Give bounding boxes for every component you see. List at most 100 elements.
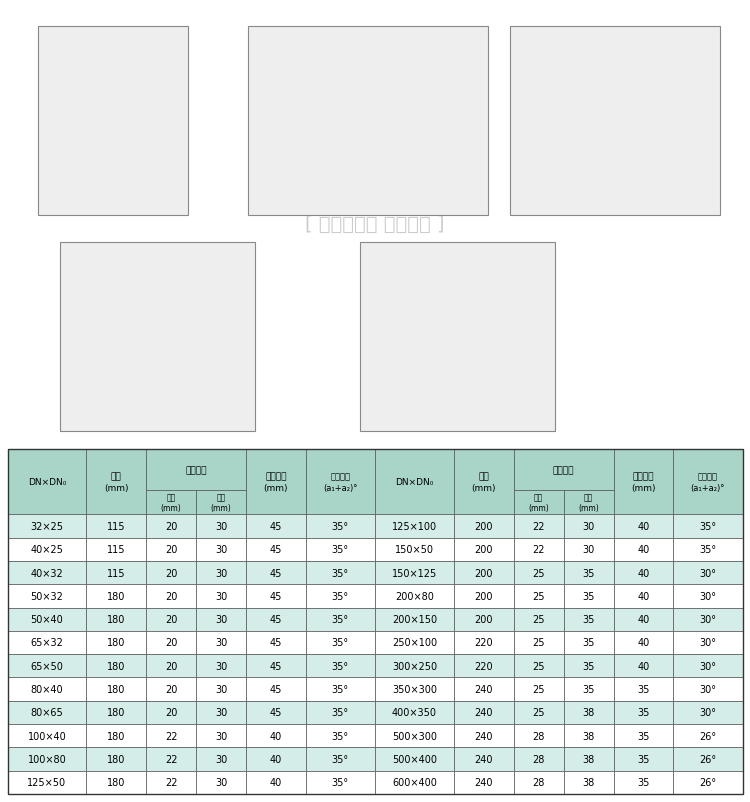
Text: 350×300: 350×300 — [392, 684, 437, 695]
Text: 20: 20 — [165, 638, 177, 648]
Bar — [8, 585, 86, 608]
Bar — [196, 561, 246, 585]
Text: 180: 180 — [107, 591, 125, 602]
Text: 38: 38 — [583, 777, 595, 788]
Bar — [248, 27, 488, 216]
Text: 30: 30 — [215, 521, 227, 531]
Text: 35°: 35° — [332, 684, 349, 695]
Text: 240: 240 — [475, 707, 493, 718]
Text: 50×32: 50×32 — [31, 591, 64, 602]
Bar — [86, 561, 146, 585]
Text: 38: 38 — [583, 707, 595, 718]
Bar — [375, 515, 454, 538]
Text: 轴向位移: 轴向位移 — [185, 465, 207, 474]
Text: 伸长
(mm): 伸长 (mm) — [160, 492, 182, 512]
Bar — [454, 538, 514, 561]
Text: 35°: 35° — [332, 545, 349, 554]
Text: 35°: 35° — [332, 521, 349, 531]
Text: 横向位移
(mm): 横向位移 (mm) — [632, 472, 656, 492]
Bar — [306, 701, 375, 724]
Bar — [674, 538, 742, 561]
Bar — [86, 678, 146, 701]
Text: 35: 35 — [638, 707, 650, 718]
Bar — [614, 747, 674, 771]
Text: 200×150: 200×150 — [392, 614, 437, 625]
Bar — [196, 631, 246, 654]
Bar — [306, 449, 375, 515]
Text: 150×50: 150×50 — [395, 545, 434, 554]
Text: 45: 45 — [270, 684, 282, 695]
Bar — [246, 724, 306, 747]
Bar — [375, 771, 454, 794]
Text: 长度
(mm): 长度 (mm) — [104, 472, 128, 492]
Text: 25: 25 — [532, 614, 544, 625]
Bar — [674, 724, 742, 747]
Bar — [8, 538, 86, 561]
Text: 500×300: 500×300 — [392, 731, 437, 741]
Bar — [196, 724, 246, 747]
Text: 180: 180 — [107, 614, 125, 625]
Bar — [614, 771, 674, 794]
Bar — [86, 515, 146, 538]
Bar — [306, 724, 375, 747]
Text: 40: 40 — [270, 731, 282, 741]
Bar — [614, 585, 674, 608]
Text: 35: 35 — [638, 731, 650, 741]
Text: 180: 180 — [107, 777, 125, 788]
Text: 35: 35 — [583, 614, 595, 625]
Bar — [306, 585, 375, 608]
Bar — [306, 771, 375, 794]
Bar — [146, 608, 196, 631]
Bar — [454, 449, 514, 515]
Text: 30: 30 — [215, 614, 227, 625]
Text: 轴向位移: 轴向位移 — [553, 465, 574, 474]
Text: 26°: 26° — [699, 731, 716, 741]
Text: 400×350: 400×350 — [392, 707, 437, 718]
Bar — [510, 27, 720, 216]
Bar — [246, 771, 306, 794]
Bar — [375, 678, 454, 701]
Bar — [563, 585, 614, 608]
Bar — [614, 515, 674, 538]
Bar — [196, 678, 246, 701]
Text: 长度
(mm): 长度 (mm) — [472, 472, 496, 492]
Text: 38: 38 — [583, 731, 595, 741]
Bar — [306, 678, 375, 701]
Bar — [454, 561, 514, 585]
Bar — [196, 585, 246, 608]
Bar — [514, 678, 563, 701]
Bar — [146, 631, 196, 654]
Bar — [196, 701, 246, 724]
Bar — [674, 608, 742, 631]
Text: 20: 20 — [165, 568, 177, 577]
Text: 200: 200 — [475, 545, 493, 554]
Text: 40×32: 40×32 — [31, 568, 63, 577]
Text: 40: 40 — [270, 777, 282, 788]
Text: 240: 240 — [475, 754, 493, 764]
Bar — [86, 608, 146, 631]
Text: 40: 40 — [638, 568, 650, 577]
Text: 20: 20 — [165, 684, 177, 695]
Bar — [146, 654, 196, 678]
Text: 压缩
(mm): 压缩 (mm) — [211, 492, 232, 512]
Bar — [196, 771, 246, 794]
Text: 180: 180 — [107, 731, 125, 741]
Text: 偏转角度
(a₁+a₂)°: 偏转角度 (a₁+a₂)° — [323, 472, 358, 492]
Bar — [86, 747, 146, 771]
Text: 125×100: 125×100 — [392, 521, 437, 531]
Bar — [454, 515, 514, 538]
Text: 38: 38 — [583, 754, 595, 764]
Bar — [514, 491, 563, 515]
Text: 45: 45 — [270, 638, 282, 648]
Text: 45: 45 — [270, 545, 282, 554]
Text: 250×100: 250×100 — [392, 638, 437, 648]
Text: 30°: 30° — [699, 568, 716, 577]
Text: 30: 30 — [215, 591, 227, 602]
Text: 30: 30 — [215, 707, 227, 718]
Bar — [246, 538, 306, 561]
Bar — [454, 631, 514, 654]
Bar — [246, 701, 306, 724]
Text: 200: 200 — [475, 591, 493, 602]
Bar — [454, 678, 514, 701]
Bar — [454, 654, 514, 678]
